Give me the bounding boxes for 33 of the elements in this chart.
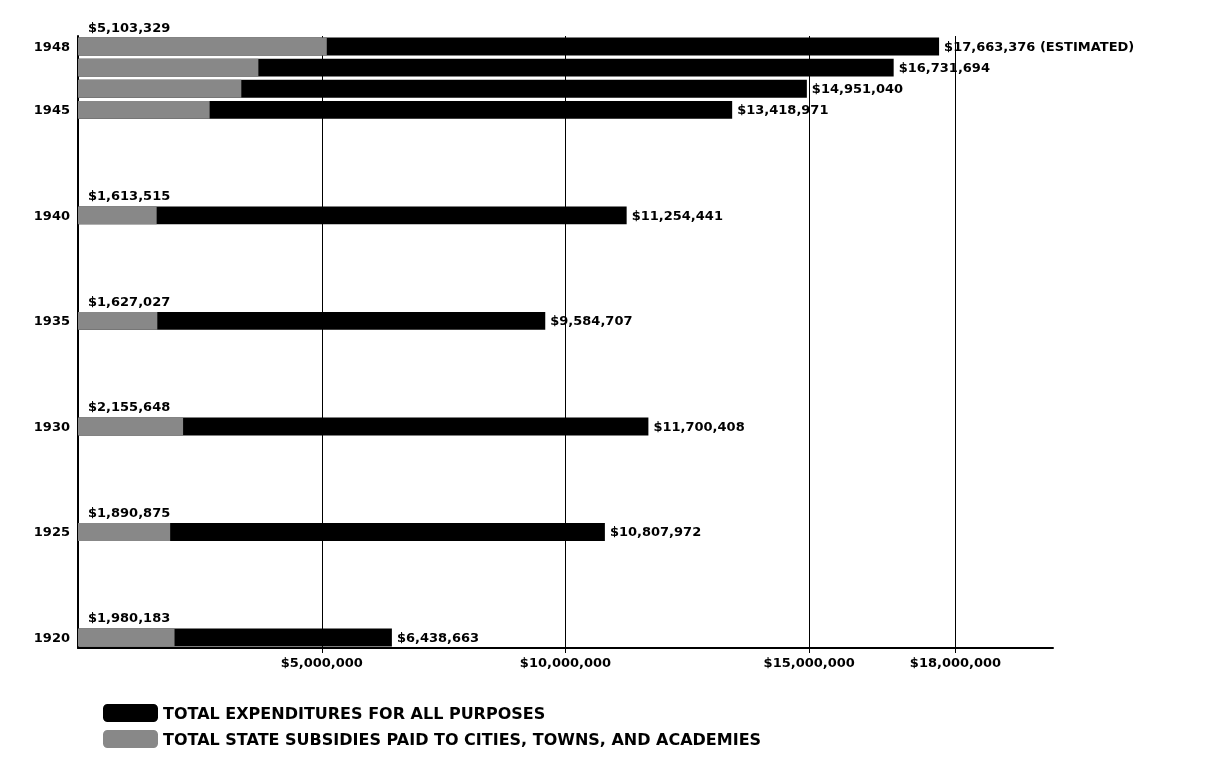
x-tick-label: $5,000,000 [280,655,363,670]
y-tick-label: 1925 [33,524,70,540]
bar [78,100,210,119]
data-label: $11,700,408 [653,418,745,434]
data-label: $1,627,027 [88,293,171,309]
data-label: $1,613,515 [88,188,171,204]
data-label: $10,807,972 [609,524,702,540]
bar [78,206,157,225]
data-label: $2,155,648 [88,399,171,415]
y-tick-label: 1948 [33,39,70,55]
y-tick-label: 1920 [33,629,70,645]
bar [78,522,171,541]
legend-label: TOTAL STATE SUBSIDIES PAID TO CITIES, TOWNS, AND ACADEMIES [163,729,762,749]
x-tick-label: $18,000,000 [909,655,1002,670]
data-label: $6,438,663 [396,629,480,645]
legend-label: TOTAL EXPENDITURES FOR ALL PURPOSES [163,703,546,723]
data-label: $5,103,329 [88,19,171,35]
x-tick-label: $15,000,000 [763,655,855,670]
bar [78,311,158,330]
data-label: $1,980,183 [88,610,171,626]
y-tick-label: 1930 [33,418,70,434]
data-label: $1,890,875 [88,504,171,520]
bar [78,58,259,77]
bar [78,628,175,647]
x-tick-label: $10,000,000 [519,655,612,670]
y-tick-label: 1945 [33,102,70,118]
data-label: $14,951,040 [811,81,904,97]
y-tick-label: 1935 [33,313,70,329]
data-label: $11,254,441 [631,207,723,223]
bar [78,37,327,56]
y-tick-label: 1940 [33,207,70,223]
bar [78,79,242,98]
bar [78,417,184,436]
